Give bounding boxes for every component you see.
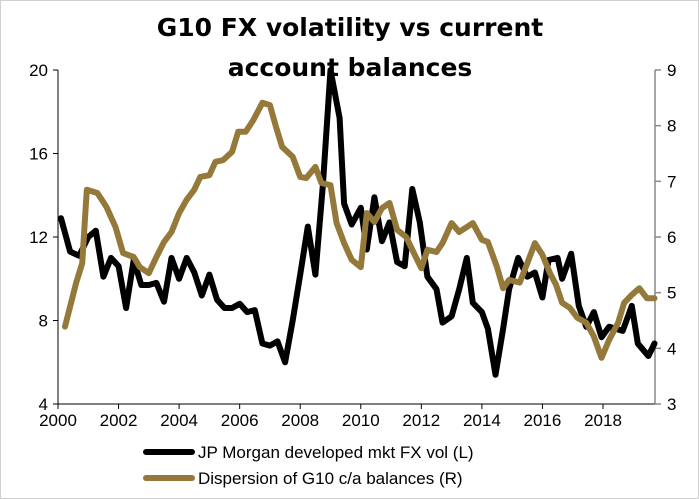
right-tick-label: 3: [667, 395, 676, 414]
x-tick-label: 2000: [39, 411, 77, 430]
right-tick-label: 8: [667, 117, 676, 136]
chart-title: G10 FX volatility vs current account bal…: [156, 13, 544, 82]
x-tick-label: 2016: [524, 411, 562, 430]
x-tick-label: 2012: [402, 411, 440, 430]
right-tick-label: 5: [667, 284, 676, 303]
x-tick-label: 2010: [342, 411, 380, 430]
x-tick-label: 2014: [463, 411, 501, 430]
x-tick-label: 2004: [160, 411, 198, 430]
x-tick-label: 2002: [100, 411, 138, 430]
right-tick-label: 4: [667, 339, 676, 358]
right-tick-label: 6: [667, 228, 676, 247]
right-tick-label: 7: [667, 172, 676, 191]
right-tick-label: 9: [667, 61, 676, 80]
x-tick-label: 2006: [221, 411, 259, 430]
legend-label: JP Morgan developed mkt FX vol (L): [198, 443, 474, 462]
left-tick-label: 12: [29, 228, 48, 247]
x-tick-label: 2008: [281, 411, 319, 430]
left-tick-label: 4: [39, 395, 48, 414]
series-line-ca-dispersion: [62, 99, 658, 361]
series-line-fx-vol: [58, 67, 658, 378]
x-tick-label: 2018: [584, 411, 622, 430]
left-tick-label: 16: [29, 145, 48, 164]
left-tick-label: 8: [39, 312, 48, 331]
legend-label: Dispersion of G10 c/a balances (R): [198, 469, 463, 488]
left-tick-label: 20: [29, 61, 48, 80]
